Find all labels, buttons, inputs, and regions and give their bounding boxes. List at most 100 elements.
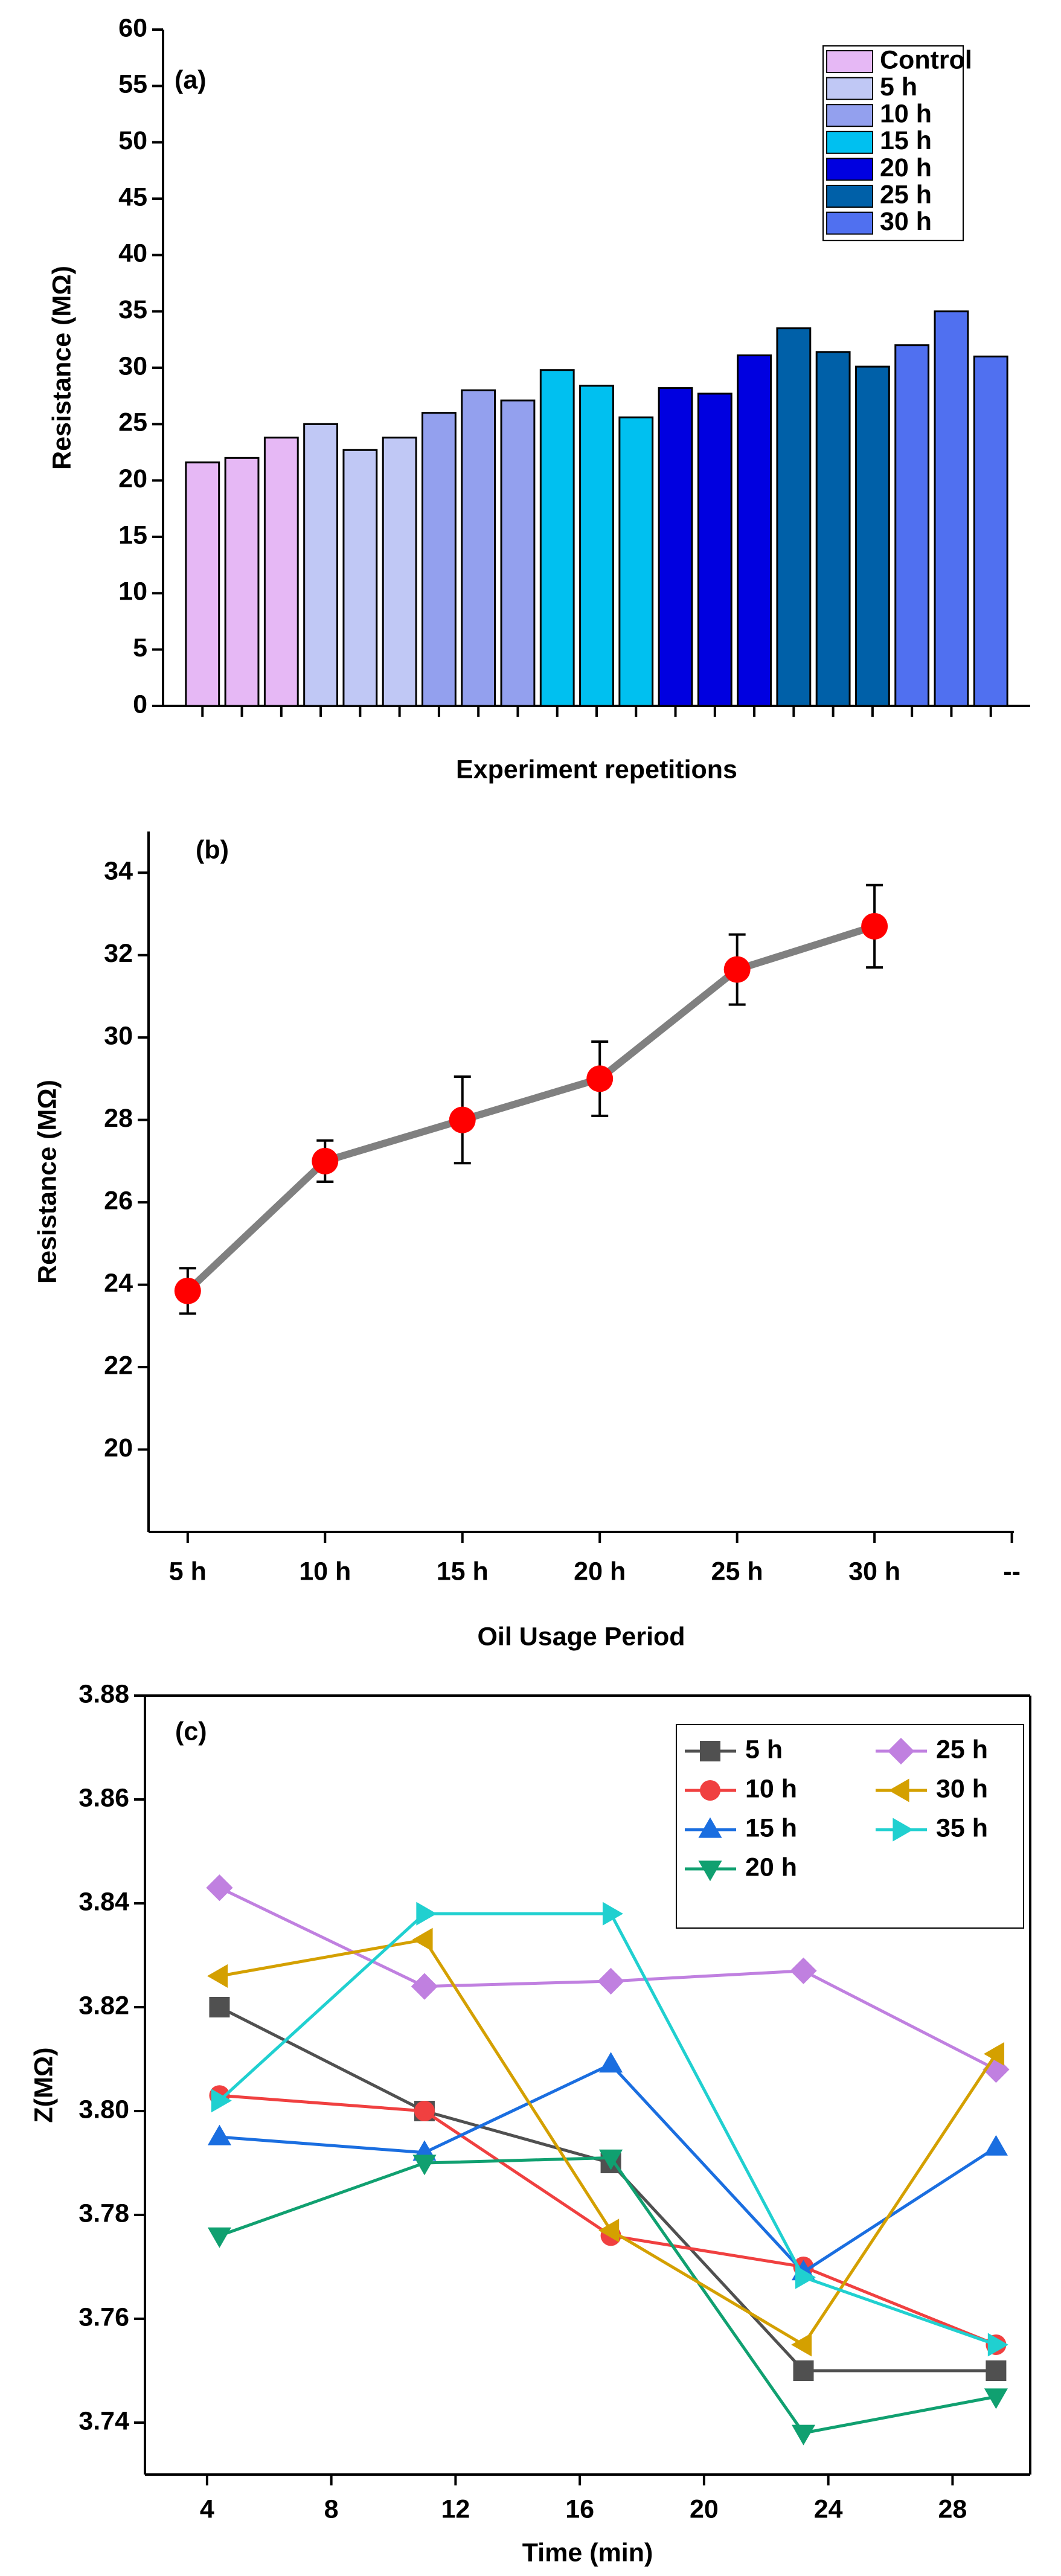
x-axis-label: Time (min) <box>522 2538 653 2567</box>
legend-label: 10 h <box>745 1774 797 1803</box>
point <box>984 2135 1008 2156</box>
legend-label: 15 h <box>745 1813 797 1842</box>
x-tick-label: 20 <box>690 2494 719 2523</box>
point <box>411 1973 438 2000</box>
point <box>312 1147 339 1174</box>
bar <box>224 457 260 707</box>
legend-swatch <box>826 104 873 127</box>
point <box>795 2265 816 2289</box>
legend-swatch <box>826 185 873 208</box>
y-tick-label: 34 <box>104 857 133 886</box>
legend-swatch <box>826 211 873 235</box>
y-axis-label: Z(MΩ) <box>29 2047 58 2123</box>
legend-marker <box>698 1817 722 1838</box>
y-tick-label: 26 <box>104 1186 133 1215</box>
x-tick-label: 8 <box>324 2494 339 2523</box>
x-tick-label: 15 h <box>437 1557 489 1586</box>
y-tick-label: 60 <box>118 13 147 42</box>
legend-label: 35 h <box>936 1813 988 1842</box>
bar <box>776 327 812 707</box>
y-tick-label: 5 <box>133 633 147 662</box>
y-tick-label: 24 <box>104 1269 133 1298</box>
legend-label: 20 h <box>880 153 932 182</box>
legend-marker <box>893 1818 914 1842</box>
bar <box>185 461 220 707</box>
bar <box>815 351 851 707</box>
legend-box <box>676 1724 1024 1929</box>
point <box>416 1902 437 1926</box>
point <box>984 2042 1005 2066</box>
legend-label: Control <box>880 45 972 74</box>
y-tick-label: 25 <box>118 408 147 437</box>
y-tick-label: 20 <box>118 464 147 493</box>
y-tick-label: 35 <box>118 295 147 324</box>
bar <box>539 369 575 707</box>
legend-swatch <box>826 130 873 154</box>
point <box>449 1106 476 1133</box>
bar <box>461 389 496 707</box>
y-tick-label: 28 <box>104 1104 133 1133</box>
point <box>861 912 888 940</box>
point <box>986 2360 1007 2381</box>
legend-label: 5 h <box>745 1735 783 1764</box>
panel-label: (b) <box>196 835 229 864</box>
y-tick-label: 3.86 <box>79 1783 129 1812</box>
point <box>791 2424 816 2446</box>
y-tick-label: 3.88 <box>79 1679 129 1708</box>
x-tick-label: 4 <box>200 2494 214 2523</box>
legend-swatch <box>826 77 873 100</box>
bar <box>894 344 930 707</box>
point <box>598 2219 620 2243</box>
y-tick-label: 3.78 <box>79 2199 129 2228</box>
legend-marker <box>698 1860 722 1882</box>
legend-label: 25 h <box>880 180 932 209</box>
point <box>602 1902 623 1926</box>
bar <box>658 387 693 707</box>
bar <box>579 385 614 707</box>
x-tick-label: 10 h <box>299 1557 351 1586</box>
series-line <box>219 2156 996 2435</box>
chart-panel: 0 5 10 15 20 25 30 35 40 45 50 55 60 Resistance (MΩ) E… <box>47 13 1030 784</box>
point <box>791 2333 812 2357</box>
legend-swatch <box>826 158 873 181</box>
y-tick-label: 3.82 <box>79 1991 129 2020</box>
point <box>597 1967 624 1995</box>
x-tick-label: 12 <box>441 2494 470 2523</box>
x-tick-label: 20 h <box>574 1557 626 1586</box>
y-tick-label: 40 <box>118 239 147 268</box>
x-tick-label: 28 <box>938 2494 967 2523</box>
bar <box>934 310 969 707</box>
bar <box>382 437 417 707</box>
point <box>412 1927 433 1952</box>
legend-label: 25 h <box>936 1735 988 1764</box>
legend-marker <box>700 1741 720 1761</box>
bar <box>737 354 772 707</box>
legend-label: 20 h <box>745 1853 797 1882</box>
panel-label: (a) <box>175 65 207 94</box>
y-tick-label: 10 <box>118 577 147 606</box>
panel-label: (c) <box>175 1717 207 1746</box>
bar <box>421 412 457 707</box>
legend-label: 30 h <box>880 207 932 236</box>
y-tick-label: 30 <box>118 351 147 380</box>
point <box>207 2227 232 2248</box>
point <box>207 2124 232 2145</box>
y-tick-label: 3.80 <box>79 2095 129 2124</box>
legend-marker <box>700 1780 720 1801</box>
point <box>790 1957 817 1984</box>
x-tick-label: 5 h <box>169 1557 207 1586</box>
legend-marker <box>887 1737 915 1765</box>
chart-panel: 3.74 3.76 3.78 3.80 3.82 3.84 3.86 3.88 Z(MΩ) Tim… <box>29 1679 1031 2567</box>
series-line <box>219 2094 997 2347</box>
x-tick-label: 24 <box>814 2494 843 2523</box>
legend-marker <box>888 1778 909 1802</box>
y-tick-label: 0 <box>133 690 147 719</box>
y-tick-label: 50 <box>118 126 147 155</box>
y-tick-label: 3.84 <box>79 1887 129 1916</box>
x-axis-label: Oil Usage Period <box>477 1622 685 1651</box>
y-axis-label: Resistance (MΩ) <box>47 266 76 470</box>
point <box>211 2089 232 2113</box>
point <box>414 2101 435 2121</box>
legend-label: 15 h <box>880 126 932 155</box>
